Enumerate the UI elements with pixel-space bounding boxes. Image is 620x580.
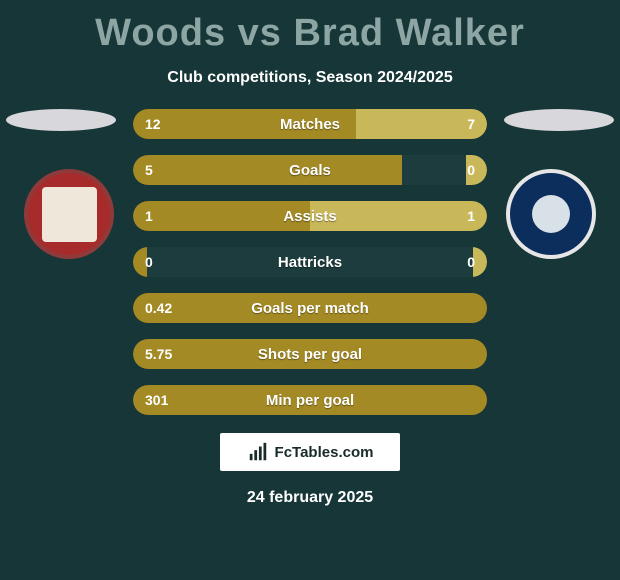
club-crest-right (532, 195, 570, 233)
site-logo-text: FcTables.com (275, 444, 374, 461)
club-crest-left (42, 187, 97, 242)
stat-row: 11Assists (133, 201, 487, 231)
stat-label: Assists (133, 201, 487, 231)
stat-row: 5.75Shots per goal (133, 339, 487, 369)
stat-row: 301Min per goal (133, 385, 487, 415)
subtitle: Club competitions, Season 2024/2025 (0, 69, 620, 87)
player-photo-placeholder-left (6, 109, 116, 131)
stat-label: Goals per match (133, 293, 487, 323)
stats-bars: 127Matches 50Goals 11Assists 00Hattricks 0.4… (133, 109, 487, 415)
stat-row: 127Matches (133, 109, 487, 139)
stat-label: Shots per goal (133, 339, 487, 369)
club-badge-right (506, 169, 596, 259)
stat-label: Goals (133, 155, 487, 185)
site-logo[interactable]: FcTables.com (220, 433, 400, 471)
stat-row: 0.42Goals per match (133, 293, 487, 323)
stat-row: 00Hattricks (133, 247, 487, 277)
page-title: Woods vs Brad Walker (0, 0, 620, 55)
stat-label: Matches (133, 109, 487, 139)
comparison-panel: 127Matches 50Goals 11Assists 00Hattricks 0.4… (0, 109, 620, 415)
club-badge-left (24, 169, 114, 259)
stat-label: Hattricks (133, 247, 487, 277)
chart-icon (247, 441, 269, 463)
player-photo-placeholder-right (504, 109, 614, 131)
stat-row: 50Goals (133, 155, 487, 185)
stat-label: Min per goal (133, 385, 487, 415)
date-label: 24 february 2025 (0, 489, 620, 507)
